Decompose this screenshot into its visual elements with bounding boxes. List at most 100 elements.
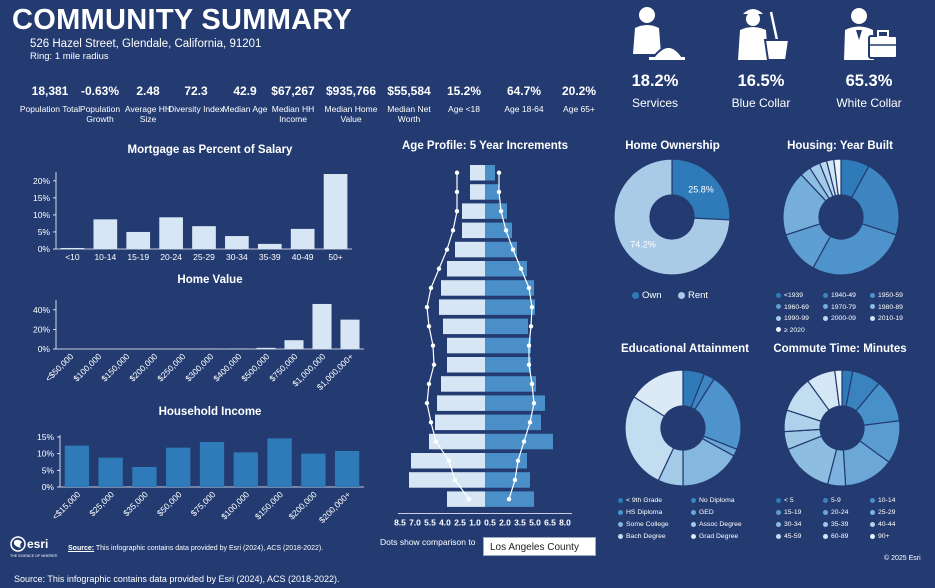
legend-label: 2010-19	[878, 315, 903, 322]
legend-item: Some College	[618, 521, 669, 528]
comparison-dot	[518, 266, 524, 271]
comparison-dot	[428, 420, 434, 425]
legend-swatch	[823, 292, 828, 298]
legend-item: Assoc Degree	[691, 521, 742, 528]
x-tick-label: 8.5	[394, 518, 406, 528]
x-tick-label: 7.0	[409, 518, 421, 528]
legend-label: 1960-69	[784, 303, 809, 311]
education-title: Educational Attainment	[621, 343, 749, 355]
x-tick-label: $200,000	[127, 351, 159, 383]
household-income-chart-title: Household Income	[158, 406, 262, 418]
pyramid-bar-right	[485, 318, 528, 335]
y-tick-label: 5%	[38, 227, 51, 237]
y-tick-label: 0%	[38, 244, 51, 254]
pyramid-bar-right	[485, 472, 530, 488]
comparison-dot	[512, 477, 518, 483]
x-tick-label: <$50,000	[43, 351, 75, 383]
x-tick-label: $35,000	[121, 489, 150, 518]
bar	[256, 347, 276, 349]
legend-label: Rent	[688, 290, 709, 301]
pyramid-bar-right	[485, 453, 527, 469]
y-tick-label: 15%	[37, 432, 54, 442]
donut-slice	[812, 223, 897, 276]
legend-item: 2010-19	[870, 315, 903, 322]
y-tick-label: 10%	[37, 449, 54, 459]
donut-slice	[834, 369, 843, 407]
legend-item: 40-44	[870, 521, 895, 528]
bar	[334, 451, 360, 487]
legend-swatch	[870, 509, 875, 515]
legend-label: No Diploma	[699, 497, 735, 504]
source-note: Source: This infographic contains data p…	[68, 545, 324, 552]
legend-swatch	[823, 497, 828, 503]
legend-item: <1939	[776, 292, 803, 299]
home-ownership-title: Home Ownership	[625, 140, 720, 152]
pyramid-bar-right	[485, 376, 536, 392]
stat-age-under-18: 15.2% Age <18	[446, 84, 482, 114]
x-tick-label: <$15,000	[50, 489, 82, 522]
legend-swatch	[870, 292, 875, 298]
x-tick-label: $50,000	[155, 489, 184, 518]
legend-swatch	[691, 533, 696, 539]
stat-population-growth: -0.63% Population Growth	[79, 84, 121, 124]
pyramid-bar-left	[439, 299, 485, 315]
legend-swatch	[823, 533, 828, 539]
stat-median-age: 42.9 Median Age	[222, 84, 268, 114]
comparison-select[interactable]: Los Angeles County	[483, 537, 596, 556]
legend-item: No Diploma	[691, 497, 735, 504]
legend-label: 15-19	[784, 509, 802, 516]
legend-label: Assoc Degree	[699, 521, 742, 528]
services-worker-icon	[633, 7, 685, 60]
legend-item: 20-24	[823, 509, 848, 516]
stat-diversity-index: 72.3 Diversity Index	[168, 84, 224, 114]
legend-item: 1970-79	[823, 304, 856, 311]
legend-label: 10-14	[878, 497, 896, 504]
y-tick-label: 15%	[33, 193, 50, 203]
donut-slice	[613, 158, 731, 276]
legend-item: Own	[632, 290, 662, 301]
legend-label: 20-24	[831, 509, 849, 516]
legend-label: 60-89	[831, 533, 849, 540]
legend-swatch	[776, 533, 781, 539]
legend-swatch	[618, 521, 623, 527]
x-tick-label: $150,000	[99, 351, 131, 383]
x-tick-label: $200,000	[287, 489, 319, 521]
pyramid-bar-right	[485, 337, 531, 354]
donut-slice	[624, 396, 675, 482]
x-tick-label: $75,000	[189, 489, 218, 518]
legend-swatch	[776, 521, 781, 527]
comparison-dot	[498, 208, 504, 214]
x-tick-label: 15-19	[127, 252, 149, 262]
legend-item: 30-34	[776, 521, 801, 528]
x-tick-label: 4.0	[439, 518, 451, 528]
pyramid-bar-right	[485, 433, 553, 450]
comparison-dot	[528, 324, 534, 329]
legend-swatch	[691, 521, 696, 527]
home-ownership-legend: Own Rent	[632, 290, 752, 304]
pyramid-bar-right	[485, 299, 535, 315]
x-tick-label: 35-39	[259, 252, 281, 262]
x-tick-label: $300,000	[183, 351, 215, 383]
legend-item: 2000-09	[823, 315, 856, 322]
stat-population-total: 18,381 Population Total	[19, 84, 81, 114]
legend-item: Rent	[678, 290, 708, 301]
white-collar-worker-icon	[844, 8, 898, 60]
legend-item: 1940-49	[823, 292, 856, 299]
legend-swatch	[678, 291, 685, 299]
comparison-label: Dots show comparison to	[380, 537, 476, 547]
bar	[64, 445, 90, 487]
donut-slice	[671, 158, 731, 221]
x-tick-label: $400,000	[211, 351, 243, 383]
legend-label: 35-39	[831, 521, 849, 528]
legend-item: 35-39	[823, 521, 848, 528]
bar	[257, 243, 282, 249]
housing-year-chart	[782, 158, 900, 276]
key-stats: 18,381 Population Total -0.63% Population …	[16, 84, 616, 129]
legend-swatch	[618, 533, 623, 539]
bar	[126, 231, 151, 249]
legend-label: 1940-49	[831, 292, 856, 299]
esri-globe-icon: esri THE SCIENCE OF WHERE®	[10, 536, 58, 558]
bar	[301, 453, 326, 487]
bar	[60, 247, 85, 249]
comparison-dot	[454, 170, 460, 175]
